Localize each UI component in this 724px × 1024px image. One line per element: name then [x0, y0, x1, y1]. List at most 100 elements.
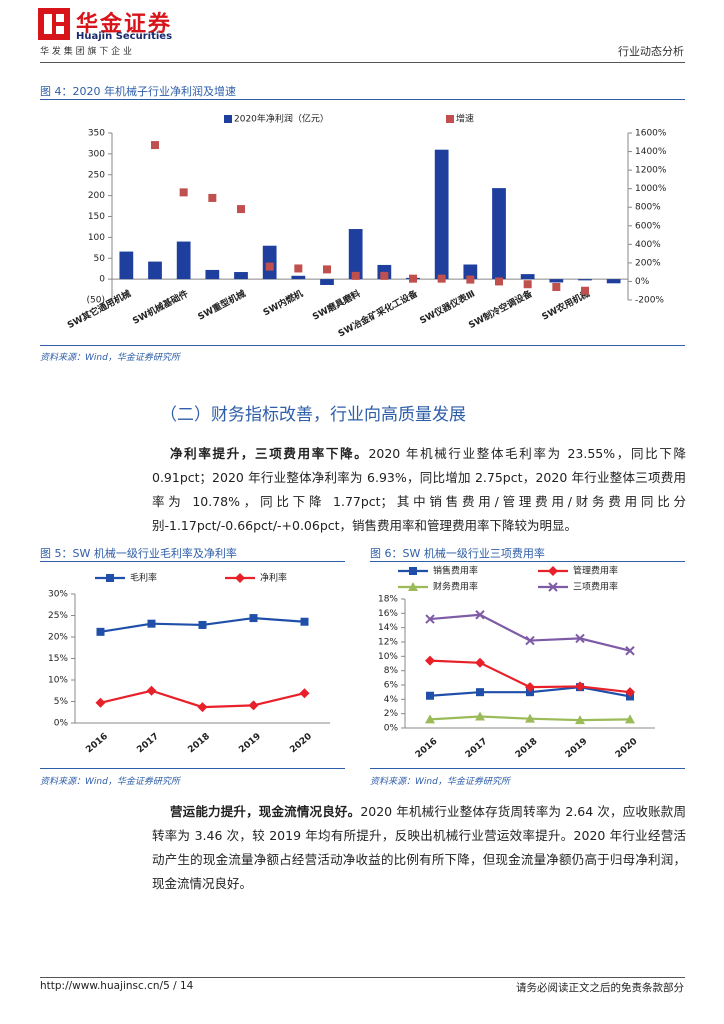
x-tick-label: SW仪器仪表Ⅲ — [417, 287, 476, 326]
source-rule — [370, 768, 685, 769]
marker — [300, 617, 309, 626]
marker — [179, 188, 188, 197]
marker — [380, 271, 389, 280]
y-tick-label: 50 — [94, 254, 106, 264]
legend-swatch — [235, 573, 245, 583]
report-type: 行业动态分析 — [618, 45, 684, 58]
marker — [197, 702, 208, 713]
marker — [466, 275, 475, 284]
legend-label: 财务费用率 — [433, 581, 478, 593]
legend-label: 销售费用率 — [433, 565, 478, 577]
y-tick-label: 10% — [48, 676, 68, 686]
x-tick-label: 2018 — [186, 732, 212, 756]
legend-swatch — [409, 567, 417, 575]
y-tick-label: 350 — [88, 129, 105, 139]
legend-label: 三项费用率 — [573, 581, 618, 593]
x-tick-label: 2016 — [84, 732, 110, 756]
marker — [625, 714, 635, 724]
y-tick-label: 100 — [88, 233, 105, 243]
marker — [625, 646, 635, 656]
bar — [492, 188, 506, 280]
y2-tick-label: 1400% — [635, 147, 667, 157]
y-tick-label: 20% — [48, 633, 68, 643]
bar — [606, 279, 621, 284]
figure-source: 资料来源：Wind，华金证券研究所 — [370, 777, 510, 787]
bar — [348, 229, 363, 280]
x-tick-label: 2020 — [288, 732, 314, 756]
marker — [409, 274, 417, 283]
bar — [205, 269, 220, 280]
y-tick-label: 14% — [378, 623, 398, 633]
marker — [476, 688, 484, 697]
footer-rule — [40, 977, 685, 978]
bar — [463, 264, 478, 280]
y-tick-label: 2% — [384, 709, 399, 719]
bar — [434, 149, 449, 280]
marker — [552, 283, 561, 292]
y-tick-label: 12% — [378, 638, 398, 648]
marker — [425, 614, 435, 624]
caption-rule — [370, 561, 685, 562]
header-rule — [40, 62, 685, 63]
legend-label: 管理费用率 — [573, 565, 618, 577]
section-heading: （二）财务指标改善，行业向高质量发展 — [160, 405, 466, 425]
x-tick-label: 2017 — [135, 732, 161, 756]
y2-tick-label: -200% — [635, 296, 664, 306]
x-tick-label: SW其它通用机械 — [65, 287, 133, 331]
y2-tick-label: 400% — [635, 240, 661, 250]
y-tick-label: 25% — [48, 611, 68, 621]
paragraph-text: 2020 年机械行业整体毛利率为 23.55%，同比下降 0.91pct；202… — [152, 446, 686, 533]
line — [429, 613, 631, 652]
x-tick-label: SW内燃机 — [261, 287, 305, 318]
y2-tick-label: 1000% — [635, 184, 667, 194]
marker — [249, 614, 258, 623]
legend-label: 净利率 — [260, 572, 287, 584]
marker — [208, 193, 217, 202]
x-tick-label: 2020 — [614, 737, 640, 761]
footer-disclaimer: 请务必阅读正文之后的免责条款部分 — [516, 982, 684, 994]
bar — [119, 251, 134, 280]
bar — [148, 261, 162, 280]
marker — [151, 141, 159, 150]
y2-tick-label: 800% — [635, 203, 661, 213]
y2-tick-label: 600% — [635, 221, 661, 231]
marker — [425, 714, 435, 724]
chart: 0% 2% 4% 6% 8% 10% 12% 14% 16% 18% 2016 2017 2018 201… — [378, 565, 655, 761]
marker — [625, 687, 635, 698]
marker — [523, 280, 532, 289]
y-tick-label: 200 — [88, 191, 105, 201]
marker — [96, 627, 105, 636]
paragraph-lead: 营运能力提升，现金流情况良好。 — [170, 804, 361, 819]
paragraph-text: 2020 年机械行业整体存货周转率为 2.64 次，应收账款周转率为 3.46 … — [152, 804, 686, 891]
marker — [294, 264, 303, 273]
marker — [351, 271, 360, 280]
marker — [248, 700, 259, 711]
marker — [95, 697, 106, 708]
legend-swatch — [224, 115, 232, 123]
y-tick-label: 0% — [384, 724, 399, 734]
company-en: Huajin Securities — [76, 31, 173, 42]
legend-swatch — [548, 582, 558, 592]
marker — [575, 681, 585, 692]
legend-label: 增速 — [456, 113, 474, 125]
x-tick-label: 2016 — [414, 737, 440, 761]
y-tick-label: 15% — [48, 654, 68, 664]
paragraph: 净利率提升，三项费用率下降。2020 年机械行业整体毛利率为 23.55%，同比… — [152, 442, 686, 538]
bar — [549, 279, 564, 283]
bar — [291, 275, 306, 280]
marker — [575, 633, 585, 644]
y-tick-label: 150 — [88, 212, 105, 222]
marker — [265, 262, 274, 271]
x-tick-label: 2018 — [514, 737, 540, 761]
paragraph-lead: 净利率提升，三项费用率下降。 — [170, 446, 369, 461]
x-tick-label: SW制冷空调设备 — [466, 287, 535, 331]
marker — [525, 713, 535, 723]
x-tick-label: SW磨具磨料 — [310, 287, 362, 322]
y-tick-label: 8% — [384, 666, 399, 676]
source-rule — [40, 345, 685, 346]
y2-tick-label: 0% — [635, 277, 650, 287]
y-tick-label: 0% — [54, 719, 69, 729]
footer-url[interactable]: http://www.huajinsc.cn/ — [40, 980, 164, 992]
marker — [525, 635, 535, 646]
